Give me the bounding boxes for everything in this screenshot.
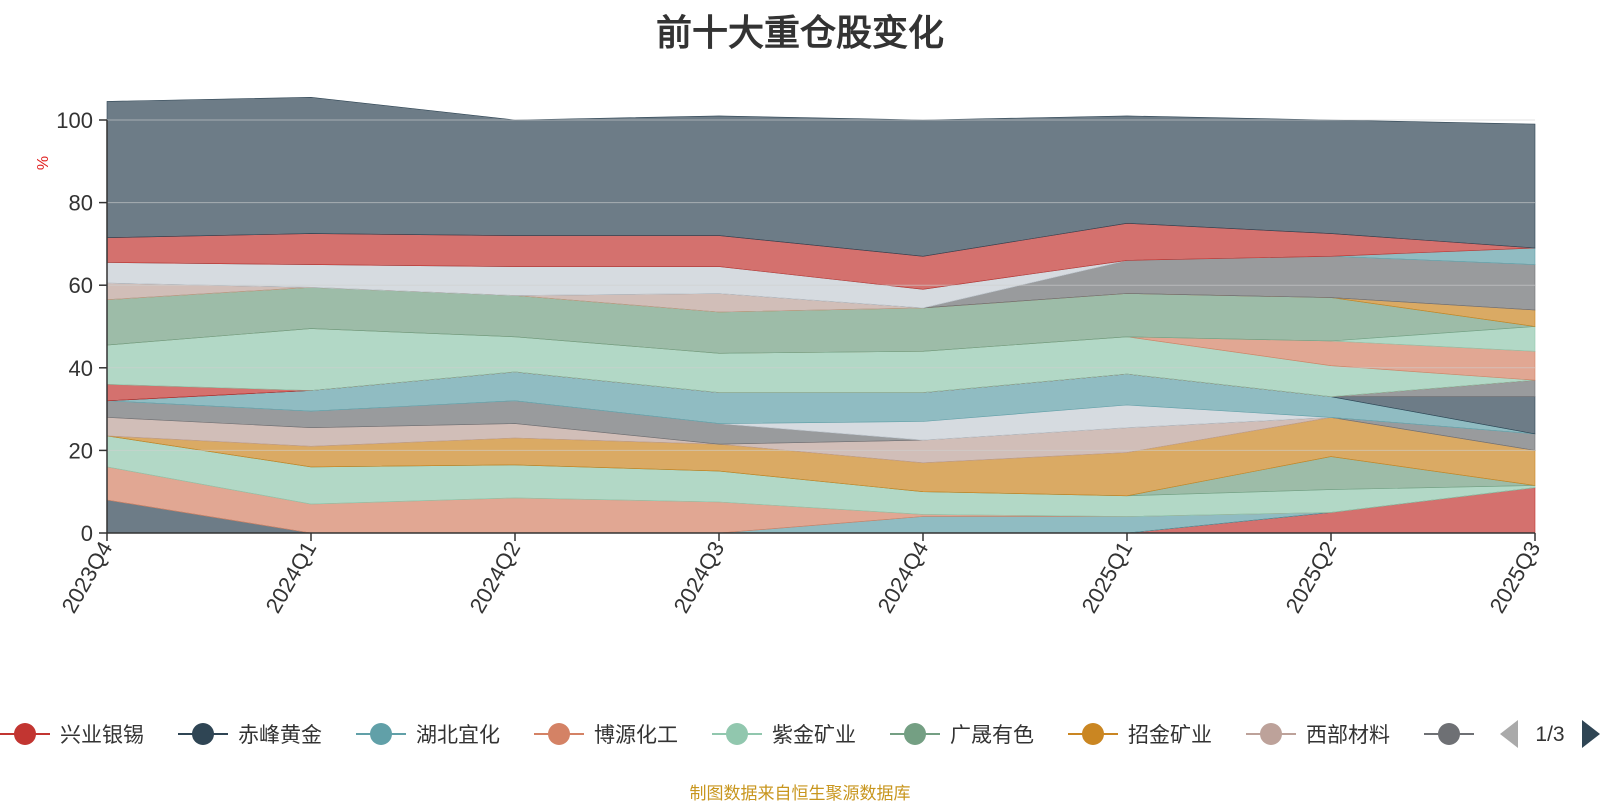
legend-marker: [1438, 723, 1460, 745]
x-tick-label: 2024Q3: [669, 537, 730, 617]
legend-label: 湖北宜化: [416, 724, 500, 747]
legend-marker: [370, 723, 392, 745]
triangle-right-icon[interactable]: [1582, 720, 1600, 748]
x-tick-label: 2024Q1: [261, 537, 322, 617]
legend-item[interactable]: 湖北宜化: [356, 723, 500, 747]
legend-label: 紫金矿业: [772, 724, 856, 747]
y-tick-label: 0: [81, 521, 93, 546]
legend-label: 兴业银锡: [60, 724, 144, 747]
area-layer: [106, 96, 1536, 534]
x-tick-label: 2025Q3: [1485, 537, 1546, 617]
x-tick-label: 2024Q2: [465, 537, 526, 617]
y-axis: % 0 20 40 60 80 100: [35, 108, 108, 546]
source-note: 制图数据来自恒生聚源数据库: [689, 784, 911, 803]
legend-item[interactable]: 招金矿业: [1068, 723, 1212, 747]
area-series-24: [106, 96, 1536, 257]
triangle-left-icon[interactable]: [1500, 720, 1518, 748]
y-tick-label: 20: [69, 438, 93, 463]
x-tick-label: 2023Q4: [57, 537, 118, 617]
x-tick-label: 2024Q4: [873, 537, 934, 617]
legend-label: 博源化工: [594, 724, 678, 747]
legend-marker: [1082, 723, 1104, 745]
legend-item[interactable]: 紫金矿业: [712, 723, 856, 747]
grid-layer: [107, 119, 1535, 451]
y-tick-label: 40: [69, 356, 93, 381]
y-tick-label: 60: [69, 273, 93, 298]
legend-item[interactable]: 兴业银锡: [0, 723, 144, 747]
legend-item[interactable]: 西部材料: [1246, 723, 1390, 747]
legend-item[interactable]: 博源化工: [534, 723, 678, 747]
legend-pager: 1/3: [1500, 720, 1600, 748]
legend-page-indicator: 1/3: [1535, 723, 1564, 746]
legend-marker: [14, 723, 36, 745]
y-tick-label: 80: [69, 191, 93, 216]
legend-item[interactable]: 广晟有色: [890, 723, 1034, 747]
legend-item[interactable]: 赤峰黄金: [178, 723, 322, 747]
legend-item[interactable]: [1424, 723, 1474, 745]
x-tick-label: 2025Q2: [1281, 537, 1342, 617]
legend-label: 西部材料: [1306, 724, 1390, 747]
legend-marker: [726, 723, 748, 745]
x-axis: 2023Q4 2024Q1 2024Q2 2024Q3 2024Q4 2025Q1 2025…: [57, 532, 1546, 617]
chart-title: 前十大重仓股变化: [655, 12, 944, 53]
legend-marker: [1260, 723, 1282, 745]
legend: 兴业银锡 赤峰黄金 湖北宜化 博源化工 紫金矿业 广晟有色 招金矿业 西部材料: [0, 723, 1474, 747]
legend-marker: [548, 723, 570, 745]
legend-marker: [192, 723, 214, 745]
legend-marker: [904, 723, 926, 745]
legend-label: 招金矿业: [1128, 724, 1212, 747]
x-tick-label: 2025Q1: [1077, 537, 1138, 617]
y-axis-label: %: [35, 156, 52, 170]
y-tick-label: 100: [56, 108, 93, 133]
legend-label: 赤峰黄金: [238, 724, 322, 747]
legend-label: 广晟有色: [950, 724, 1034, 747]
